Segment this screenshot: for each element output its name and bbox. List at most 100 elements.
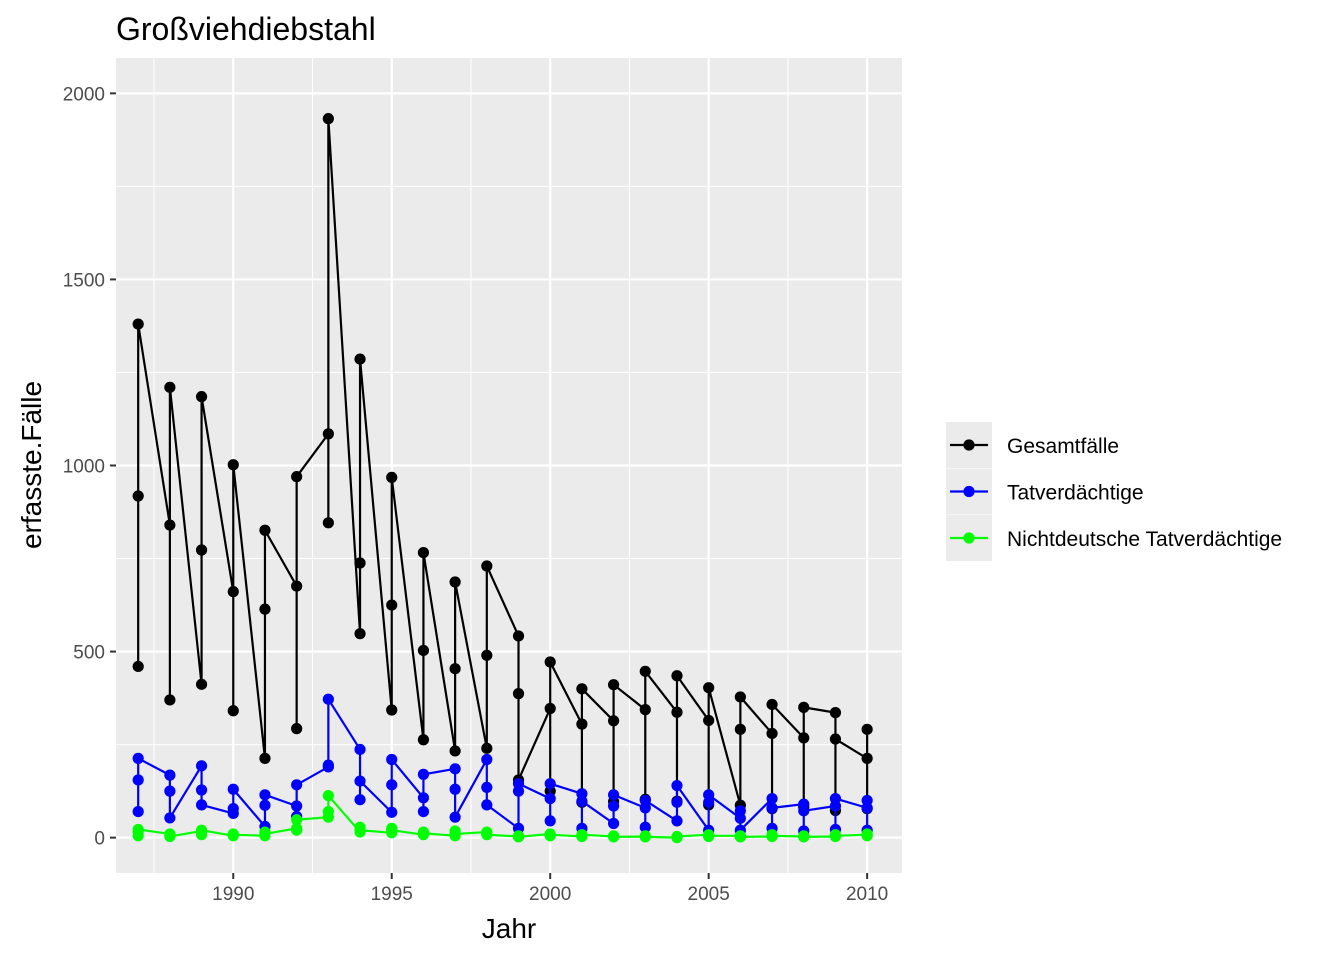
- data-point: [639, 821, 651, 833]
- data-point: [829, 830, 842, 842]
- data-point: [386, 824, 398, 836]
- y-axis-title: erfasste.Fälle: [16, 381, 47, 549]
- y-tick-label: 1000: [63, 457, 105, 478]
- data-point: [417, 792, 430, 804]
- data-point: [449, 828, 461, 840]
- data-point: [734, 691, 746, 703]
- data-point: [291, 824, 303, 836]
- legend-key-point: [963, 485, 975, 498]
- data-point: [195, 544, 208, 556]
- data-point: [576, 718, 588, 730]
- data-point: [703, 714, 715, 727]
- series-2: [132, 789, 873, 844]
- legend-label: Nichtdeutsche Tatverdächtige: [1007, 528, 1282, 551]
- data-point: [671, 706, 683, 718]
- data-point: [164, 830, 176, 843]
- data-point: [322, 517, 334, 529]
- data-point: [671, 830, 683, 843]
- x-axis-title: Jahr: [482, 913, 536, 944]
- data-point: [734, 723, 746, 735]
- data-point: [544, 656, 556, 668]
- data-point: [227, 803, 239, 815]
- legend-item: Nichtdeutsche Tatverdächtige: [946, 515, 1282, 561]
- data-point: [227, 783, 239, 795]
- data-point: [481, 799, 493, 811]
- data-point: [766, 727, 778, 740]
- data-point: [386, 599, 398, 611]
- data-point: [132, 823, 144, 836]
- data-point: [512, 831, 525, 843]
- data-point: [227, 459, 239, 471]
- data-point: [291, 723, 303, 735]
- data-point: [576, 683, 588, 695]
- data-point: [544, 778, 556, 790]
- data-point: [291, 814, 303, 826]
- data-point: [829, 733, 842, 745]
- legend-label: Tatverdächtige: [1007, 482, 1144, 505]
- data-point: [164, 519, 176, 531]
- data-point: [734, 805, 746, 817]
- data-point: [322, 789, 334, 802]
- data-point: [607, 817, 620, 830]
- y-tick-label: 500: [73, 643, 105, 664]
- data-point: [512, 688, 525, 700]
- data-point: [386, 704, 398, 716]
- data-point: [259, 789, 271, 801]
- data-point: [449, 811, 461, 823]
- data-point: [607, 800, 620, 812]
- data-point: [798, 732, 810, 744]
- data-point: [671, 779, 683, 792]
- data-point: [227, 705, 239, 717]
- data-point: [354, 794, 366, 806]
- data-point: [132, 490, 144, 502]
- data-point: [354, 628, 366, 640]
- data-point: [544, 702, 556, 715]
- data-point: [798, 831, 810, 843]
- data-point: [703, 789, 715, 801]
- data-point: [164, 785, 176, 797]
- data-point: [544, 792, 556, 805]
- data-point: [449, 663, 461, 675]
- data-point: [417, 768, 430, 780]
- data-point: [322, 806, 334, 818]
- data-point: [481, 753, 493, 766]
- data-point: [607, 715, 620, 727]
- data-point: [512, 630, 525, 642]
- data-point: [481, 742, 493, 754]
- data-point: [861, 723, 873, 735]
- data-point: [861, 794, 873, 807]
- legend-item: Tatverdächtige: [946, 468, 1144, 515]
- data-point: [322, 693, 334, 705]
- data-point: [481, 649, 493, 661]
- series-1: [132, 693, 873, 837]
- data-point: [417, 644, 430, 657]
- data-point: [259, 603, 271, 615]
- data-point: [861, 752, 873, 764]
- data-point: [354, 824, 366, 836]
- data-point: [766, 698, 778, 711]
- data-point: [766, 792, 778, 805]
- data-point: [798, 701, 810, 713]
- data-point: [639, 831, 651, 843]
- series-line: [137, 117, 869, 812]
- data-point: [291, 800, 303, 812]
- x-tick-label: 2000: [529, 884, 571, 905]
- data-point: [195, 824, 208, 836]
- data-point: [259, 799, 271, 811]
- legend-item: Gesamtfälle: [946, 422, 1119, 468]
- data-point: [481, 829, 493, 841]
- data-point: [544, 815, 556, 827]
- data-point: [481, 781, 493, 794]
- data-point: [386, 806, 398, 818]
- data-point: [829, 707, 842, 719]
- chart-title: Großviehdiebstahl: [116, 11, 376, 47]
- data-point: [639, 794, 651, 807]
- data-point: [132, 752, 144, 764]
- series-line: [137, 698, 869, 833]
- data-point: [322, 428, 334, 440]
- data-point: [354, 775, 366, 787]
- data-point: [703, 682, 715, 694]
- data-point: [132, 774, 144, 786]
- data-point: [164, 381, 176, 393]
